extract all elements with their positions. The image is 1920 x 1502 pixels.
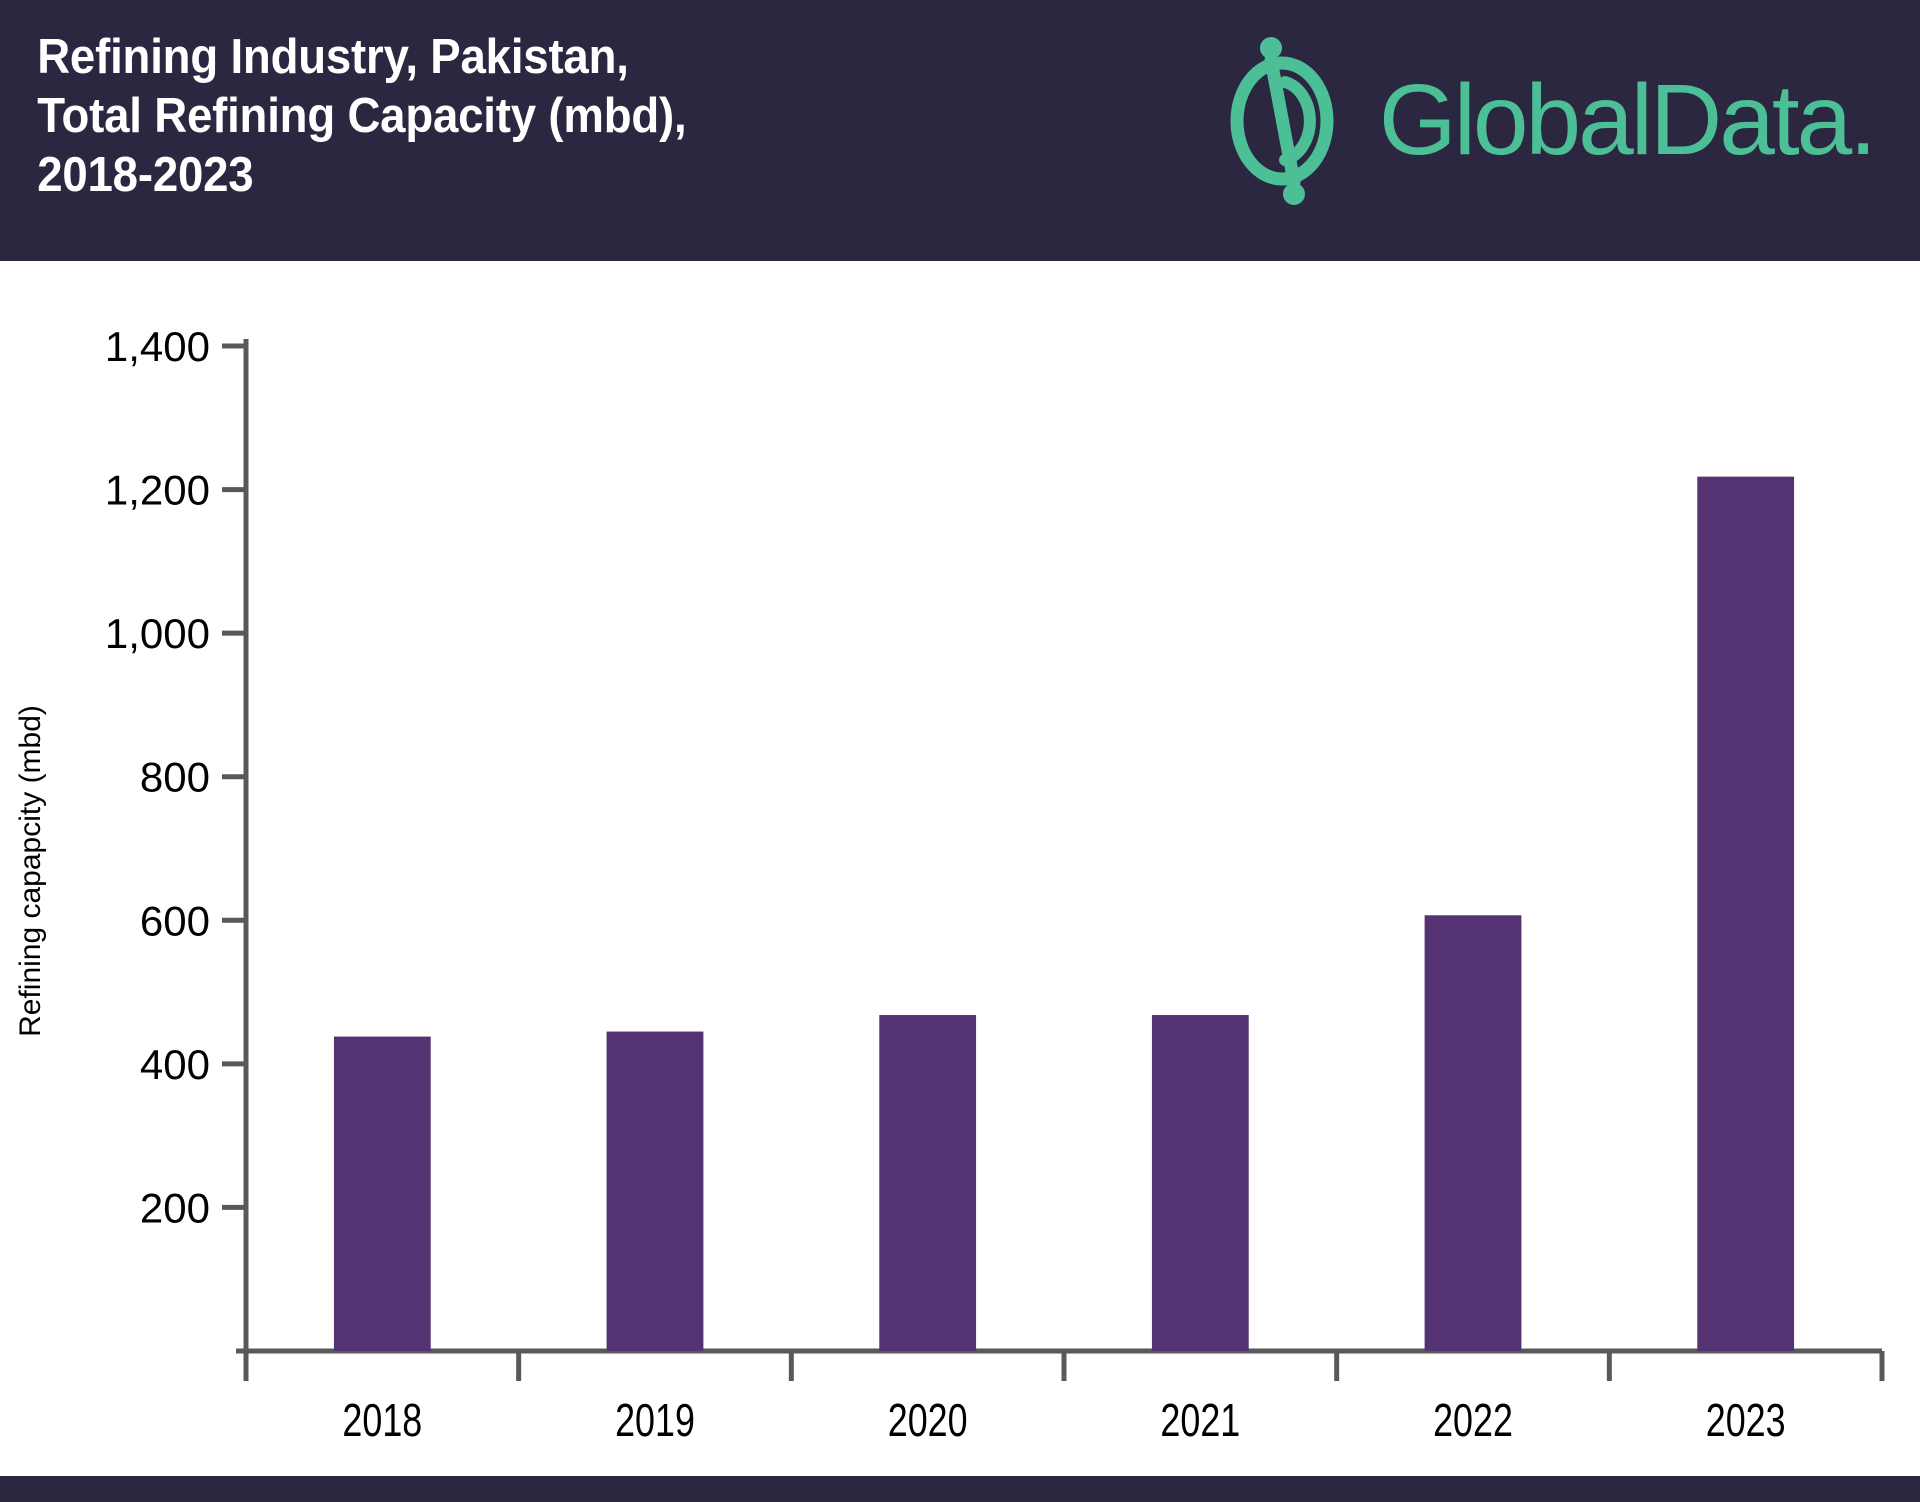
- page-title: Refining Industry, Pakistan, Total Refin…: [37, 30, 687, 202]
- x-tick-label: 2018: [342, 1395, 422, 1446]
- bar[interactable]: [606, 1031, 704, 1351]
- y-axis-ticks: 1,400 1,200 1,000 800 600 400 200: [105, 323, 248, 1231]
- y-tick-label: 800: [140, 754, 210, 801]
- x-tick-label: 2020: [888, 1395, 968, 1446]
- chart-area: Refining capapcity (mbd) 1,400 1,200 1,000…: [0, 261, 1920, 1476]
- y-axis-title: Refining capapcity (mbd): [14, 705, 47, 1037]
- y-tick-label: 1,000: [105, 610, 210, 657]
- x-tick-label: 2021: [1160, 1395, 1240, 1446]
- bar-series: [333, 476, 1795, 1351]
- y-tick-label: 600: [140, 897, 210, 944]
- y-tick-label: 1,400: [105, 323, 210, 370]
- header-band: Refining Industry, Pakistan, Total Refin…: [0, 0, 1920, 261]
- x-tick-label: 2023: [1706, 1395, 1786, 1446]
- globaldata-logo: GlobalData.: [1209, 0, 1920, 211]
- footer-band: [0, 1476, 1920, 1502]
- y-tick-label: 200: [140, 1184, 210, 1231]
- x-tick-label: 2019: [615, 1395, 695, 1446]
- x-axis-ticks: 2018 2019 2020 2021 2022 2023: [243, 1351, 1885, 1446]
- x-tick-label: 2022: [1433, 1395, 1513, 1446]
- bar[interactable]: [1697, 476, 1795, 1351]
- bar-chart: Refining capapcity (mbd) 1,400 1,200 1,000…: [14, 323, 1885, 1446]
- bar[interactable]: [879, 1015, 977, 1351]
- bar[interactable]: [333, 1036, 431, 1351]
- bar[interactable]: [1151, 1015, 1249, 1351]
- y-tick-label: 400: [140, 1041, 210, 1088]
- globaldata-wordmark: GlobalData.: [1378, 63, 1877, 176]
- y-tick-label: 1,200: [105, 467, 210, 514]
- globaldata-circle-slash-mark: [1209, 36, 1359, 211]
- bar[interactable]: [1424, 915, 1522, 1351]
